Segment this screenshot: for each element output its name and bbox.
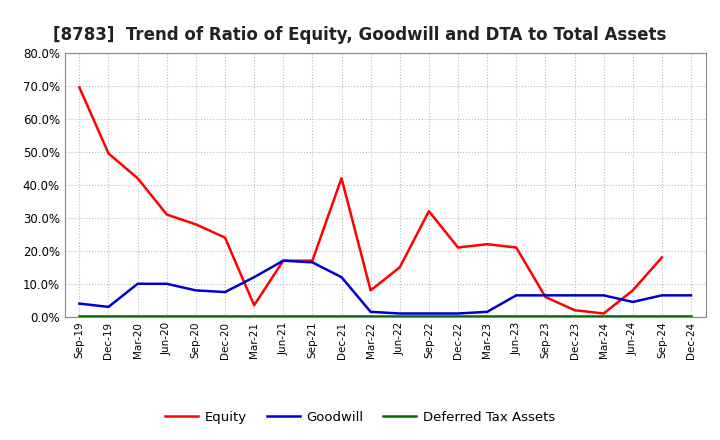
Equity — [337, 176, 346, 181]
Deferred Tax Assets — [454, 314, 462, 319]
Goodwill — [75, 301, 84, 306]
Deferred Tax Assets — [75, 314, 84, 319]
Text: [8783]  Trend of Ratio of Equity, Goodwill and DTA to Total Assets: [8783] Trend of Ratio of Equity, Goodwil… — [53, 26, 667, 44]
Equity — [366, 288, 375, 293]
Equity — [425, 209, 433, 214]
Deferred Tax Assets — [687, 314, 696, 319]
Line: Equity: Equity — [79, 88, 662, 313]
Goodwill — [279, 258, 287, 263]
Deferred Tax Assets — [250, 314, 258, 319]
Goodwill — [425, 311, 433, 316]
Deferred Tax Assets — [192, 314, 200, 319]
Goodwill — [192, 288, 200, 293]
Equity — [512, 245, 521, 250]
Deferred Tax Assets — [629, 314, 637, 319]
Equity — [133, 176, 142, 181]
Equity — [308, 258, 317, 263]
Equity — [104, 151, 113, 156]
Equity — [570, 308, 579, 313]
Equity — [541, 294, 550, 300]
Equity — [250, 303, 258, 308]
Equity — [220, 235, 229, 240]
Goodwill — [133, 281, 142, 286]
Deferred Tax Assets — [541, 314, 550, 319]
Goodwill — [163, 281, 171, 286]
Deferred Tax Assets — [395, 314, 404, 319]
Equity — [599, 311, 608, 316]
Goodwill — [308, 260, 317, 265]
Legend: Equity, Goodwill, Deferred Tax Assets: Equity, Goodwill, Deferred Tax Assets — [160, 405, 560, 429]
Goodwill — [366, 309, 375, 315]
Goodwill — [220, 290, 229, 295]
Equity — [192, 222, 200, 227]
Goodwill — [395, 311, 404, 316]
Deferred Tax Assets — [483, 314, 492, 319]
Deferred Tax Assets — [337, 314, 346, 319]
Deferred Tax Assets — [366, 314, 375, 319]
Equity — [163, 212, 171, 217]
Goodwill — [454, 311, 462, 316]
Equity — [483, 242, 492, 247]
Deferred Tax Assets — [220, 314, 229, 319]
Goodwill — [337, 275, 346, 280]
Goodwill — [512, 293, 521, 298]
Line: Goodwill: Goodwill — [79, 260, 691, 313]
Deferred Tax Assets — [279, 314, 287, 319]
Deferred Tax Assets — [657, 314, 666, 319]
Equity — [279, 258, 287, 263]
Equity — [629, 288, 637, 293]
Equity — [657, 255, 666, 260]
Goodwill — [599, 293, 608, 298]
Deferred Tax Assets — [308, 314, 317, 319]
Deferred Tax Assets — [163, 314, 171, 319]
Deferred Tax Assets — [570, 314, 579, 319]
Equity — [395, 264, 404, 270]
Goodwill — [541, 293, 550, 298]
Deferred Tax Assets — [133, 314, 142, 319]
Goodwill — [250, 275, 258, 280]
Deferred Tax Assets — [512, 314, 521, 319]
Goodwill — [483, 309, 492, 315]
Equity — [75, 85, 84, 90]
Equity — [454, 245, 462, 250]
Goodwill — [104, 304, 113, 310]
Goodwill — [657, 293, 666, 298]
Deferred Tax Assets — [425, 314, 433, 319]
Deferred Tax Assets — [104, 314, 113, 319]
Deferred Tax Assets — [599, 314, 608, 319]
Goodwill — [629, 299, 637, 304]
Goodwill — [570, 293, 579, 298]
Goodwill — [687, 293, 696, 298]
